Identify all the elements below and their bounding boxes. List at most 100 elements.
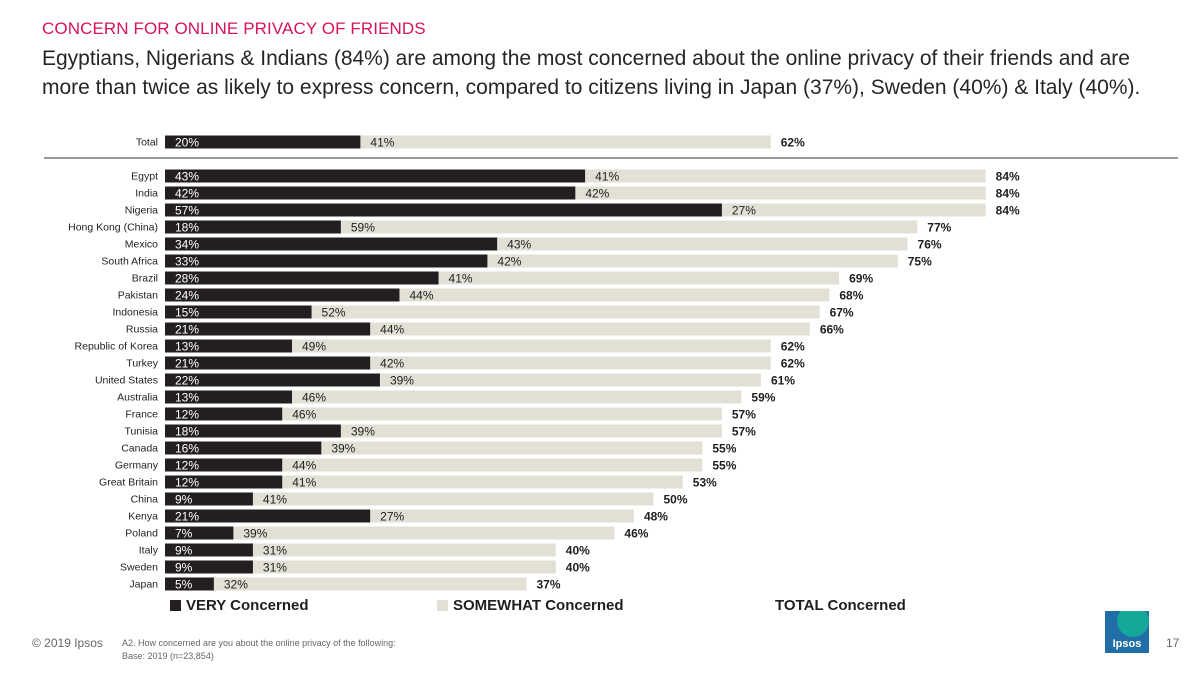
total-value-label: 37% bbox=[536, 578, 560, 592]
page-number: 17 bbox=[1166, 636, 1180, 650]
bar-somewhat bbox=[585, 169, 986, 183]
bar-very bbox=[165, 475, 283, 489]
very-value-label: 13% bbox=[175, 340, 199, 354]
bar-very bbox=[165, 220, 341, 234]
total-value-label: 59% bbox=[751, 391, 775, 405]
somewhat-value-label: 44% bbox=[380, 323, 404, 337]
very-value-label: 15% bbox=[175, 306, 199, 320]
bar-somewhat bbox=[575, 186, 986, 200]
category-label: Indonesia bbox=[112, 307, 158, 319]
total-value-label: 61% bbox=[771, 374, 795, 388]
total-value-label: 68% bbox=[839, 289, 863, 303]
total-value-label: 55% bbox=[712, 459, 736, 473]
category-label: Total bbox=[136, 137, 158, 149]
bar-somewhat bbox=[370, 509, 634, 523]
bar-somewhat bbox=[321, 441, 703, 455]
somewhat-value-label: 39% bbox=[390, 374, 414, 388]
stacked-bar-chart: Total 20% 41% 62% Egypt 43% 41% 84% India 42% 42% 8… bbox=[44, 135, 1178, 592]
somewhat-value-label: 27% bbox=[380, 510, 404, 524]
total-value-label: 77% bbox=[927, 221, 951, 235]
bar-very bbox=[165, 407, 283, 421]
category-label: Japan bbox=[129, 579, 158, 591]
category-label: Egypt bbox=[131, 171, 158, 183]
bar-somewhat bbox=[438, 271, 840, 285]
very-value-label: 42% bbox=[175, 187, 199, 201]
somewhat-value-label: 44% bbox=[292, 459, 316, 473]
category-label: Nigeria bbox=[125, 205, 158, 217]
bar-somewhat bbox=[340, 424, 722, 438]
very-value-label: 9% bbox=[175, 544, 193, 558]
legend-total: TOTAL Concerned bbox=[775, 597, 906, 614]
bar-somewhat bbox=[282, 475, 683, 489]
very-value-label: 43% bbox=[175, 170, 199, 184]
category-label: Kenya bbox=[128, 511, 158, 523]
somewhat-value-label: 43% bbox=[507, 238, 531, 252]
very-value-label: 34% bbox=[175, 238, 199, 252]
total-value-label: 76% bbox=[918, 238, 942, 252]
bar-very bbox=[165, 373, 380, 387]
very-value-label: 9% bbox=[175, 561, 193, 575]
legend-somewhat-label: SOMEWHAT Concerned bbox=[453, 597, 624, 614]
total-value-label: 75% bbox=[908, 255, 932, 269]
very-value-label: 12% bbox=[175, 476, 199, 490]
category-label: United States bbox=[95, 375, 158, 387]
bar-somewhat bbox=[252, 560, 556, 574]
bar-somewhat bbox=[252, 543, 556, 557]
legend-total-label: TOTAL Concerned bbox=[775, 597, 906, 614]
category-label: Mexico bbox=[125, 239, 158, 251]
total-value-label: 62% bbox=[781, 136, 805, 150]
bar-very bbox=[165, 305, 312, 319]
total-value-label: 84% bbox=[996, 204, 1020, 218]
category-label: Poland bbox=[125, 528, 158, 540]
bar-somewhat bbox=[213, 577, 527, 591]
bar-very bbox=[165, 356, 371, 370]
somewhat-value-label: 42% bbox=[497, 255, 521, 269]
very-value-label: 16% bbox=[175, 442, 199, 456]
category-label: Pakistan bbox=[118, 290, 158, 302]
bar-somewhat bbox=[497, 237, 908, 251]
somewhat-value-label: 41% bbox=[263, 493, 287, 507]
bar-somewhat bbox=[340, 220, 918, 234]
legend-somewhat: SOMEWHAT Concerned bbox=[437, 597, 624, 614]
very-value-label: 18% bbox=[175, 425, 199, 439]
bar-somewhat bbox=[360, 135, 771, 149]
very-value-label: 9% bbox=[175, 493, 193, 507]
somewhat-value-label: 31% bbox=[263, 561, 287, 575]
bar-somewhat bbox=[370, 356, 771, 370]
total-value-label: 46% bbox=[624, 527, 648, 541]
bar-very bbox=[165, 271, 439, 285]
category-label: Italy bbox=[139, 545, 159, 557]
total-value-label: 40% bbox=[566, 561, 590, 575]
somewhat-value-label: 41% bbox=[595, 170, 619, 184]
somewhat-value-label: 27% bbox=[732, 204, 756, 218]
category-label: Brazil bbox=[132, 273, 158, 285]
legend-very-label: VERY Concerned bbox=[186, 597, 309, 614]
somewhat-value-label: 46% bbox=[292, 408, 316, 422]
bar-very bbox=[165, 543, 253, 557]
somewhat-value-label: 44% bbox=[409, 289, 433, 303]
bar-somewhat bbox=[399, 288, 830, 302]
legend-very: VERY Concerned bbox=[170, 597, 309, 614]
total-value-label: 57% bbox=[732, 425, 756, 439]
category-label: Tunisia bbox=[125, 426, 159, 438]
copyright: © 2019 Ipsos bbox=[32, 636, 103, 650]
category-label: Hong Kong (China) bbox=[68, 222, 158, 234]
slide-headline: Egyptians, Nigerians & Indians (84%) are… bbox=[42, 47, 1141, 99]
legend-somewhat-swatch bbox=[437, 600, 448, 611]
very-value-label: 7% bbox=[175, 527, 193, 541]
bar-very bbox=[165, 322, 371, 336]
somewhat-value-label: 52% bbox=[322, 306, 346, 320]
bar-very bbox=[165, 458, 283, 472]
total-value-label: 55% bbox=[712, 442, 736, 456]
total-value-label: 57% bbox=[732, 408, 756, 422]
logo-text: Ipsos bbox=[1112, 638, 1142, 650]
very-value-label: 12% bbox=[175, 459, 199, 473]
bar-somewhat bbox=[292, 339, 771, 353]
total-value-label: 62% bbox=[781, 357, 805, 371]
somewhat-value-label: 32% bbox=[224, 578, 248, 592]
bar-very bbox=[165, 339, 293, 353]
category-label: India bbox=[135, 188, 158, 200]
bar-somewhat bbox=[233, 526, 615, 540]
category-label: Russia bbox=[126, 324, 158, 336]
somewhat-value-label: 31% bbox=[263, 544, 287, 558]
